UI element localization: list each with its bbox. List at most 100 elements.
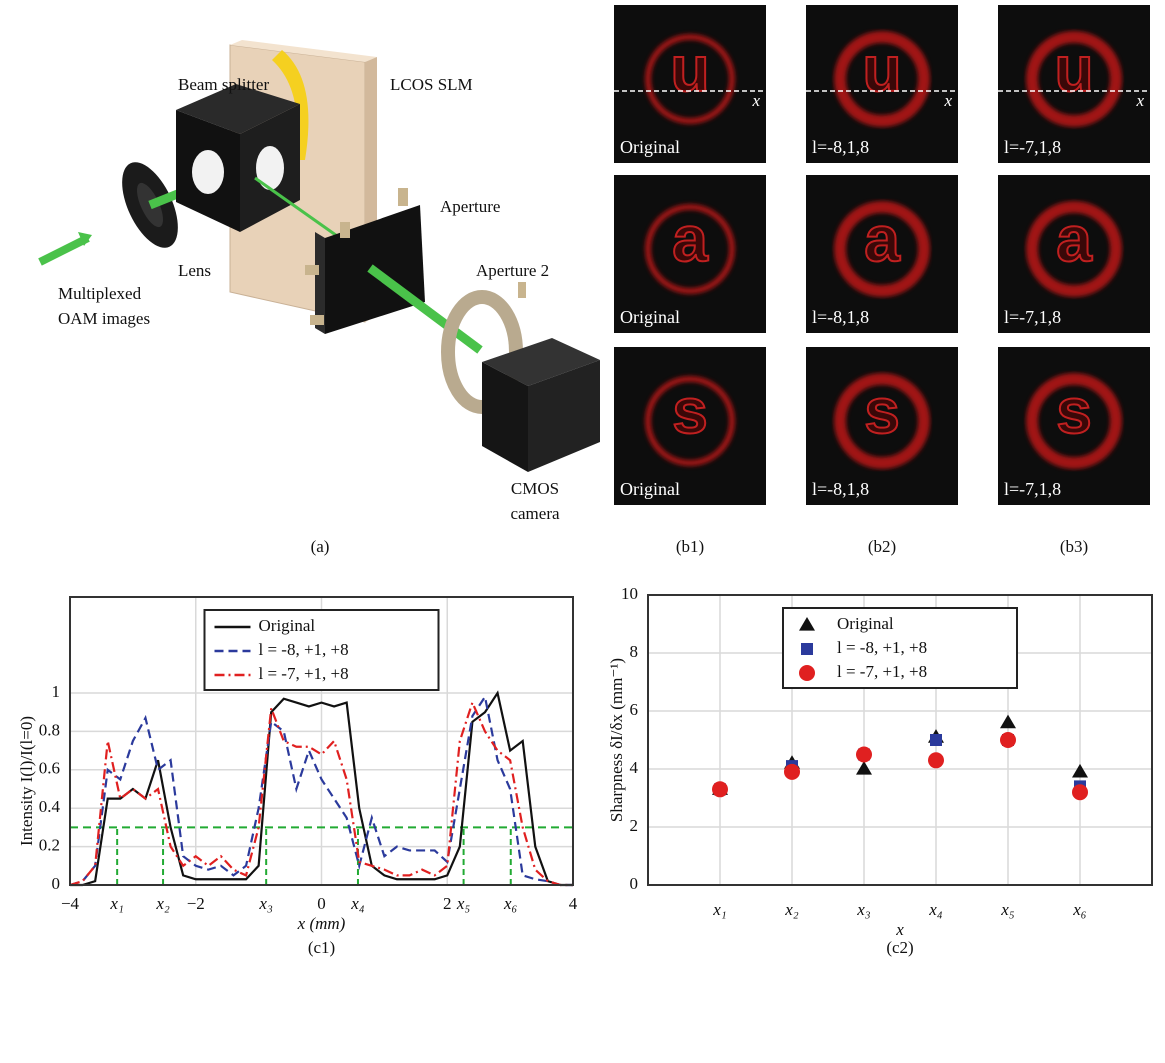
legend-swatch <box>801 643 813 655</box>
diagram-label: Aperture <box>440 197 500 216</box>
image-label: l=-7,1,8 <box>1004 307 1061 327</box>
diagram-label: LCOS SLM <box>390 75 473 94</box>
profile-label: x <box>751 91 760 110</box>
camera-label: CMOS <box>511 479 559 498</box>
image-label: l=-8,1,8 <box>812 137 869 157</box>
y-axis-label: Sharpness δI/δx (mm⁻¹) <box>607 658 626 822</box>
beam-spot <box>645 34 735 124</box>
marker <box>1000 732 1016 748</box>
caption: (b1) <box>676 537 704 556</box>
beam-spot <box>834 373 930 469</box>
y-tick-label: 0.4 <box>39 797 61 816</box>
image-letter: a <box>864 203 900 275</box>
y-tick-label: 10 <box>621 584 638 603</box>
plot-frame <box>647 594 1153 886</box>
image-label: Original <box>620 479 680 499</box>
series-line <box>69 693 573 887</box>
camera-label: camera <box>510 504 560 523</box>
image-label: l=-8,1,8 <box>812 307 869 327</box>
image-cell <box>614 347 766 505</box>
x-tick-label: 0 <box>317 894 326 913</box>
beam-spot <box>1026 201 1122 297</box>
legend-label: Original <box>259 616 316 635</box>
legend-label: l = -7, +1, +8 <box>259 664 349 683</box>
beam-spot <box>1026 31 1122 127</box>
y-tick-label: 1 <box>52 682 61 701</box>
x-tick-label: x₆ <box>1072 900 1087 919</box>
y-tick-label: 8 <box>630 642 639 661</box>
marker <box>856 761 872 775</box>
caption: (b3) <box>1060 537 1088 556</box>
diagram-label: Beam splitter <box>178 75 269 94</box>
caption: (b2) <box>868 537 896 556</box>
image-letter: s <box>1056 375 1092 447</box>
position-label: x₁ <box>109 894 123 913</box>
image-label: Original <box>620 137 680 157</box>
profile-label: x <box>943 91 952 110</box>
y-tick-label: 0.6 <box>39 759 60 778</box>
y-tick-label: 2 <box>630 816 639 835</box>
source-label: OAM images <box>58 309 150 328</box>
x-tick-label: 4 <box>569 894 578 913</box>
x-tick-label: x₂ <box>784 900 799 919</box>
image-letter: u <box>670 33 709 105</box>
position-label: x₃ <box>258 894 273 913</box>
y-tick-label: 4 <box>630 758 639 777</box>
beam-spot <box>1026 373 1122 469</box>
caption: (c1) <box>308 938 335 957</box>
x-axis-label: x (mm) <box>297 914 346 933</box>
image-letter: u <box>1054 33 1093 105</box>
plot-frame <box>69 596 574 886</box>
position-label: x₂ <box>155 894 170 913</box>
beam-spot <box>834 31 930 127</box>
profile-label: x <box>1135 91 1144 110</box>
marker <box>930 734 942 746</box>
source-label: Multiplexed <box>58 284 142 303</box>
x-tick-label: x₁ <box>712 900 726 919</box>
legend-box <box>782 607 1018 689</box>
image-letter: s <box>672 375 708 447</box>
y-tick-label: 0.8 <box>39 720 60 739</box>
x-tick-label: −4 <box>61 894 80 913</box>
image-label: l=-7,1,8 <box>1004 479 1061 499</box>
x-tick-label: x₅ <box>1000 900 1015 919</box>
marker <box>784 763 800 780</box>
series-line <box>70 690 573 887</box>
y-axis-label: Intensity I(l)/I(l=0) <box>17 716 36 846</box>
beam-spot <box>834 201 930 297</box>
beam-spot <box>645 204 735 294</box>
caption: (a) <box>311 537 330 556</box>
series-line <box>69 699 573 887</box>
x-tick-label: −2 <box>187 894 205 913</box>
image-label: Original <box>620 307 680 327</box>
x-axis-label: x <box>895 920 904 939</box>
image-letter: a <box>672 203 708 275</box>
beam-spot <box>645 376 735 466</box>
image-label: l=-8,1,8 <box>812 479 869 499</box>
x-tick-label: 2 <box>443 894 452 913</box>
marker <box>712 781 728 798</box>
image-cell <box>614 175 766 333</box>
x-tick-label: x₄ <box>928 900 943 919</box>
y-tick-label: 0 <box>630 874 639 893</box>
legend-label: l = -8, +1, +8 <box>259 640 349 659</box>
marker <box>1000 714 1016 729</box>
diagram-label: Lens <box>178 261 211 280</box>
image-cell <box>614 5 766 163</box>
legend-label: Original <box>837 614 894 633</box>
position-label: x₆ <box>503 894 518 913</box>
legend-swatch <box>799 617 815 631</box>
image-letter: u <box>862 33 901 105</box>
marker <box>1072 784 1088 801</box>
image-letter: a <box>1056 203 1092 275</box>
position-label: x₄ <box>350 894 365 913</box>
y-tick-label: 0.2 <box>39 836 60 855</box>
image-label: l=-7,1,8 <box>1004 137 1061 157</box>
y-tick-label: 6 <box>630 700 639 719</box>
position-label: x₅ <box>456 894 471 913</box>
legend-label: l = -8, +1, +8 <box>837 638 927 657</box>
legend-swatch <box>799 665 815 681</box>
x-tick-label: x₃ <box>856 900 871 919</box>
diagram-label: Aperture 2 <box>476 261 549 280</box>
